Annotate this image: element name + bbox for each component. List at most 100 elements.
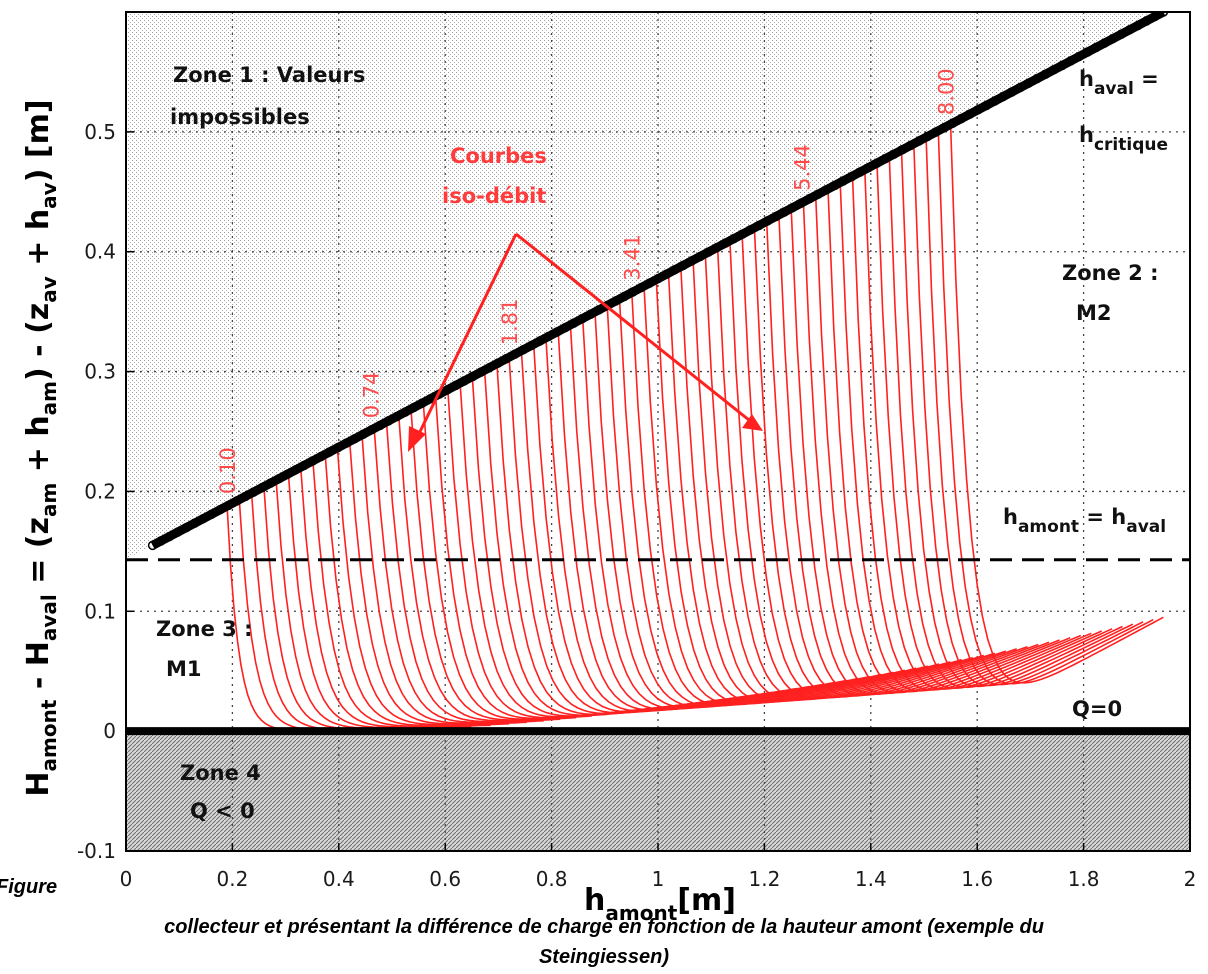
critical-line-marker xyxy=(307,456,318,466)
critical-line-marker xyxy=(577,313,587,324)
critical-line-marker xyxy=(973,105,983,115)
arrow-right-head xyxy=(742,414,763,431)
iso-flow-title: Courbes xyxy=(450,144,547,168)
critical-line-marker xyxy=(695,251,705,262)
critical-line-marker xyxy=(1099,38,1110,48)
critical-line-marker xyxy=(804,193,815,204)
critical-line-marker xyxy=(1007,87,1017,97)
x-axis-label: hamont[m] xyxy=(584,883,736,925)
iso-flow-curve xyxy=(655,279,905,705)
critical-line-marker xyxy=(206,509,217,520)
zone1-label: Zone 1 : Valeurs xyxy=(173,63,365,87)
iso-flow-curve xyxy=(876,163,1103,690)
critical-line-marker xyxy=(442,385,453,395)
critical-line-marker xyxy=(990,96,1000,106)
critical-line-marker xyxy=(611,296,621,306)
critical-line-marker xyxy=(678,260,689,271)
arrow-left-head xyxy=(408,426,426,452)
critical-line-marker xyxy=(476,367,486,377)
critical-line-marker xyxy=(1124,25,1135,35)
iso-flow-curve xyxy=(888,156,1113,689)
critical-line-marker xyxy=(720,238,731,248)
critical-line-marker xyxy=(737,229,747,239)
critical-line-marker xyxy=(686,256,697,266)
critical-line-marker xyxy=(964,109,975,119)
critical-line-marker xyxy=(905,140,916,151)
iso-flow-curve xyxy=(631,292,882,707)
x-tick-label: 1.2 xyxy=(748,867,780,891)
y-tick-label: 0.5 xyxy=(84,120,116,144)
critical-line-marker xyxy=(1108,33,1118,44)
critical-line-marker xyxy=(703,247,714,257)
critical-line-marker xyxy=(1091,42,1101,53)
iso-flow-curve xyxy=(851,176,1082,691)
x-tick-label: 0.8 xyxy=(536,867,568,891)
critical-line-marker xyxy=(998,91,1009,102)
critical-line-marker xyxy=(813,189,823,199)
y-tick-label: 0.3 xyxy=(84,360,116,384)
critical-line-marker xyxy=(821,185,832,195)
zone1-label-2: impossibles xyxy=(170,105,310,129)
critical-line-marker xyxy=(1074,51,1084,62)
critical-line-marker xyxy=(956,113,966,124)
critical-line-marker xyxy=(451,380,461,391)
critical-line-marker xyxy=(771,211,781,222)
x-tick-label: 1.6 xyxy=(961,867,993,891)
critical-line-marker xyxy=(922,131,933,142)
critical-line-marker xyxy=(408,402,419,413)
critical-line-marker xyxy=(889,149,899,159)
critical-line-marker xyxy=(232,496,242,506)
y-tick-label: 0.1 xyxy=(84,599,116,623)
critical-depth-line xyxy=(147,12,1169,551)
critical-line-marker xyxy=(1158,12,1169,17)
zone4-label-2: Q < 0 xyxy=(190,799,255,823)
critical-line-marker xyxy=(282,469,293,479)
iso-flow-label: 0.10 xyxy=(216,447,240,494)
zone3-label: Zone 3 : xyxy=(156,617,252,641)
critical-line-marker xyxy=(358,429,368,439)
critical-line-marker xyxy=(1032,73,1042,84)
arrow-heads xyxy=(408,414,763,452)
iso-flow-curve xyxy=(925,137,1144,686)
critical-line-marker xyxy=(265,478,276,488)
y-axis-ticks: -0.1 0 0.1 0.2 0.3 0.4 0.5 xyxy=(77,120,134,863)
iso-flow-curve xyxy=(814,195,1050,694)
critical-line-marker xyxy=(569,318,579,328)
zone4-hatched-region xyxy=(126,731,1190,851)
critical-line-marker xyxy=(948,118,958,128)
iso-flow-label: 5.44 xyxy=(791,144,815,191)
critical-line-marker xyxy=(560,322,571,333)
critical-line-marker xyxy=(274,473,284,484)
iso-flow-curve xyxy=(802,201,1039,695)
annotation-arrows xyxy=(412,232,760,445)
critical-line-stroke xyxy=(150,12,1166,550)
critical-line-marker xyxy=(198,513,208,524)
critical-line-marker xyxy=(762,216,773,226)
iso-flow-title-2: iso-débit xyxy=(442,184,546,208)
critical-line-marker xyxy=(779,207,790,217)
critical-line-marker xyxy=(712,242,722,253)
y-axis-label: Hamont - Haval = (zam + ham) - (zav + ha… xyxy=(21,99,61,796)
iso-flow-curve xyxy=(949,124,1164,684)
critical-line-marker xyxy=(788,202,798,213)
heq-label: hamont = haval xyxy=(1003,505,1166,537)
critical-line-marker xyxy=(981,100,992,111)
x-tick-label: 1 xyxy=(652,867,665,891)
critical-line-marker xyxy=(1049,65,1059,75)
iso-flow-label: 0.74 xyxy=(360,372,384,419)
critical-line-marker xyxy=(333,442,343,453)
x-tick-label: 0.4 xyxy=(323,867,355,891)
iso-flow-curve xyxy=(643,286,894,706)
critical-line-marker xyxy=(375,420,385,431)
critical-line-marker xyxy=(248,487,259,497)
critical-line-marker xyxy=(299,460,309,471)
critical-line-marker xyxy=(931,127,941,137)
x-tick-label: 1.8 xyxy=(1068,867,1100,891)
critical-line-marker xyxy=(914,136,924,146)
critical-line-marker xyxy=(400,407,411,417)
critical-line-marker xyxy=(644,278,655,288)
x-tick-label: 1.4 xyxy=(855,867,887,891)
critical-line-marker xyxy=(291,465,301,475)
arrow-left xyxy=(412,233,518,445)
